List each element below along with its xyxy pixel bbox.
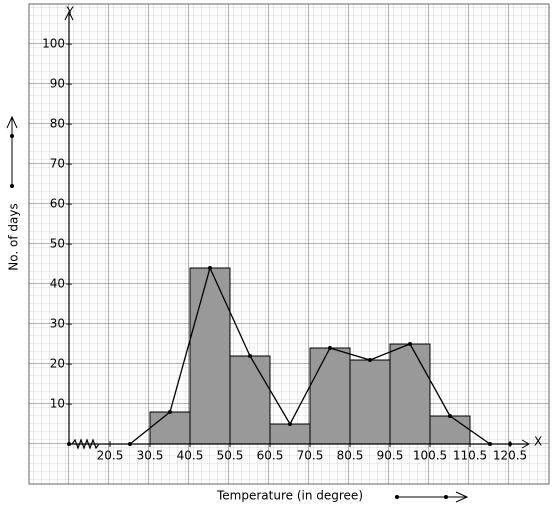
y-tick-label: 90 (50, 77, 65, 91)
graph-paper (28, 3, 550, 485)
arrows (6, 115, 469, 503)
y-tick-label: 50 (50, 237, 65, 251)
y-tick-label: 60 (50, 197, 65, 211)
x-tick-label: 110.5 (453, 449, 487, 463)
y-tick-label: 70 (50, 157, 65, 171)
x-tick-label: 40.5 (177, 449, 204, 463)
bar (349, 359, 391, 445)
x-tick-label: 20.5 (97, 449, 124, 463)
bar (429, 415, 471, 445)
polygon-point (248, 354, 252, 358)
x-tick-label: 120.5 (493, 449, 527, 463)
y-tick-label: 40 (50, 277, 65, 291)
polygon-point (328, 346, 332, 350)
y-tick-label: 30 (50, 317, 65, 331)
x-tick-label: 70.5 (297, 449, 324, 463)
x-tick-label: 30.5 (137, 449, 164, 463)
bar (309, 347, 351, 445)
polygon-point (448, 414, 452, 418)
y-tick-label: 100 (42, 37, 65, 51)
polygon-point (168, 410, 172, 414)
x-tick-label: 100.5 (413, 449, 447, 463)
x-tick-label: 80.5 (337, 449, 364, 463)
x-tick-label: 60.5 (257, 449, 284, 463)
polygon-point (368, 358, 372, 362)
x-tick-label: 90.5 (377, 449, 404, 463)
bar (389, 343, 431, 445)
x-axis-label: Temperature (in degree) (216, 489, 363, 503)
polygon-point (208, 266, 212, 270)
plot-area (66, 43, 511, 447)
bar (189, 267, 231, 445)
bar (149, 411, 191, 445)
bar (269, 423, 311, 445)
x-axis-name: X (534, 435, 542, 449)
y-axis-name: Y (65, 5, 74, 19)
y-tick-label: 20 (50, 357, 65, 371)
polygon-point (288, 422, 292, 426)
x-tick-label: 50.5 (217, 449, 244, 463)
y-tick-label: 10 (50, 397, 65, 411)
frequency-polygon (129, 266, 491, 445)
bar (229, 355, 271, 445)
y-axis-label: No. of days (7, 203, 21, 270)
axes (64, 10, 531, 450)
y-tick-label: 80 (50, 117, 65, 131)
polygon-point (408, 342, 412, 346)
